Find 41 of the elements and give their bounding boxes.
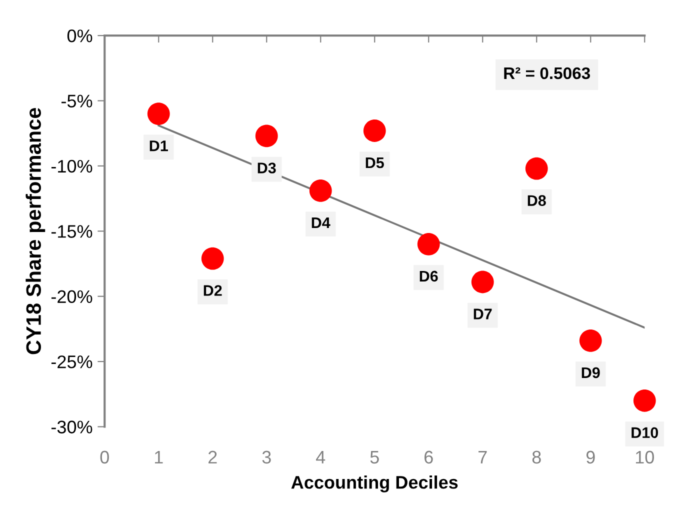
annotation: R² = 0.5063 (504, 67, 590, 80)
point (579, 329, 602, 352)
y-tick-label: -25% (51, 355, 92, 368)
annotation: D4 (312, 217, 330, 228)
annotation: D8 (528, 195, 546, 206)
point (309, 180, 332, 202)
annotation: D1 (150, 140, 168, 152)
x-tick-label: 4 (316, 450, 326, 464)
point (147, 102, 170, 125)
y-tick-label: -10% (51, 160, 92, 173)
annotation: D7 (474, 308, 492, 320)
x-tick-label: 8 (532, 450, 541, 464)
point (363, 120, 386, 142)
x-tick-label: 7 (478, 450, 487, 464)
y-tick-label: -20% (51, 290, 92, 304)
point (201, 247, 224, 270)
y-axis-title: CY18 Share performance (26, 108, 46, 354)
y-tick-label: -15% (51, 225, 92, 238)
x-tick-label: 5 (370, 450, 379, 464)
x-tick-label: 10 (636, 450, 654, 464)
point (471, 270, 494, 294)
annotation: D6 (420, 270, 438, 282)
x-tick-label: 3 (262, 450, 271, 464)
point (255, 124, 278, 148)
x-axis-title: Accounting Deciles (291, 475, 458, 492)
x-tick-label: 9 (586, 450, 595, 464)
point (525, 157, 548, 180)
x-tick-label: 1 (154, 450, 163, 464)
point (417, 232, 440, 256)
annotation: D5 (366, 158, 384, 168)
y-tick-label: -5% (62, 94, 92, 108)
y-tick-label: 0% (67, 29, 92, 42)
annotation: D2 (204, 285, 222, 296)
x-tick-label: 2 (208, 450, 217, 464)
y-tick-label: -30% (51, 420, 92, 434)
annotation: D3 (258, 162, 276, 174)
annotation: D9 (582, 367, 600, 378)
annotation: D10 (632, 427, 658, 438)
x-tick-label: 0 (100, 450, 109, 464)
x-tick-label: 6 (424, 450, 433, 464)
point (633, 389, 656, 412)
